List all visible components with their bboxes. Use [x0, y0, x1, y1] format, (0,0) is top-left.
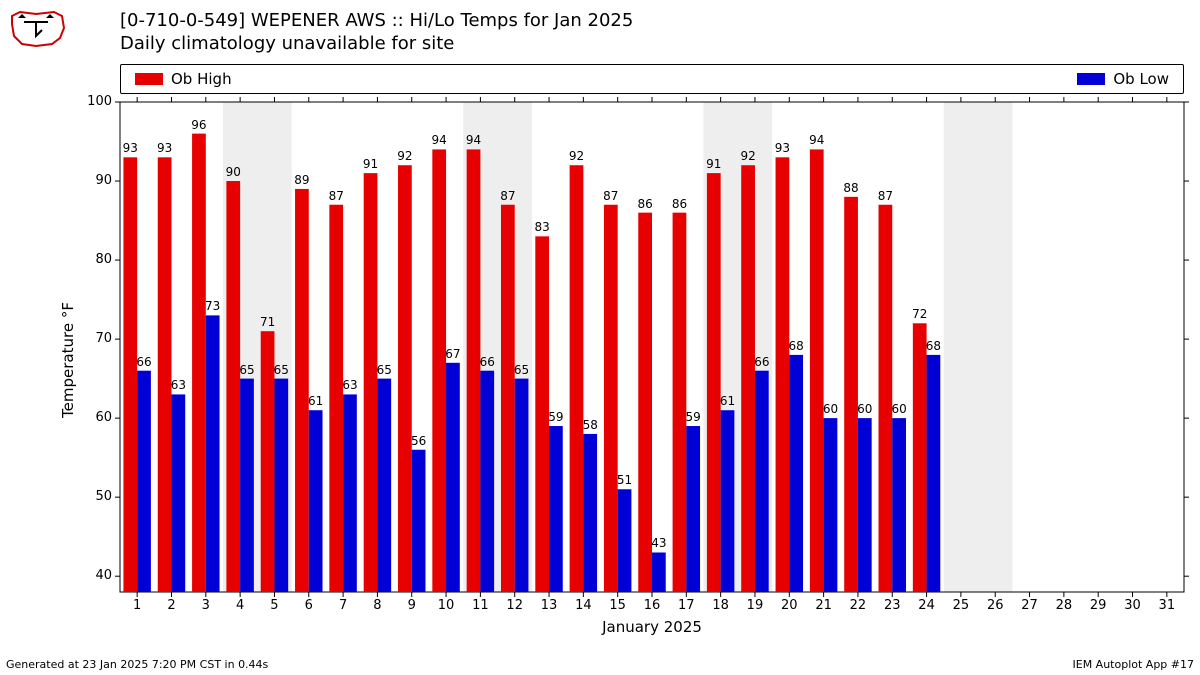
bar-low	[515, 379, 529, 592]
bar-high	[673, 213, 687, 592]
bar-low	[206, 315, 220, 592]
bar-low	[892, 418, 906, 592]
bar-low	[824, 418, 838, 592]
bar-high	[364, 173, 378, 592]
bar-low	[274, 379, 288, 592]
bar-high	[776, 157, 790, 592]
bar-low	[618, 489, 632, 592]
bar-low	[652, 552, 666, 592]
footer-generated-text: Generated at 23 Jan 2025 7:20 PM CST in …	[6, 658, 268, 671]
bar-high	[913, 323, 927, 592]
chart-plot	[0, 0, 1200, 675]
bar-low	[549, 426, 563, 592]
bar-low	[755, 371, 769, 592]
bar-low	[583, 434, 597, 592]
bar-low	[858, 418, 872, 592]
bar-high	[638, 213, 652, 592]
bar-high	[741, 165, 755, 592]
bar-high	[570, 165, 584, 592]
bar-high	[295, 189, 309, 592]
bar-high	[535, 236, 549, 592]
bar-high	[123, 157, 137, 592]
bar-high	[192, 134, 206, 592]
bar-low	[686, 426, 700, 592]
bar-high	[432, 149, 446, 592]
bar-low	[927, 355, 941, 592]
bar-high	[467, 149, 481, 592]
bar-high	[398, 165, 412, 592]
bar-low	[309, 410, 323, 592]
bar-low	[171, 394, 185, 592]
bar-low	[789, 355, 803, 592]
bar-high	[707, 173, 721, 592]
bar-low	[480, 371, 494, 592]
bar-high	[329, 205, 343, 592]
page-root: [0-710-0-549] WEPENER AWS :: Hi/Lo Temps…	[0, 0, 1200, 675]
bar-high	[810, 149, 824, 592]
bar-low	[137, 371, 151, 592]
bar-high	[844, 197, 858, 592]
bar-high	[226, 181, 240, 592]
bar-high	[604, 205, 618, 592]
bar-high	[158, 157, 172, 592]
bar-low	[377, 379, 391, 592]
bar-low	[343, 394, 357, 592]
bar-low	[240, 379, 254, 592]
weekend-shade	[944, 102, 978, 592]
bar-low	[412, 450, 426, 592]
bar-low	[721, 410, 735, 592]
footer-app-text: IEM Autoplot App #17	[1073, 658, 1195, 671]
bar-high	[501, 205, 515, 592]
bar-high	[879, 205, 893, 592]
bar-high	[261, 331, 275, 592]
weekend-shade	[978, 102, 1012, 592]
bar-low	[446, 363, 460, 592]
